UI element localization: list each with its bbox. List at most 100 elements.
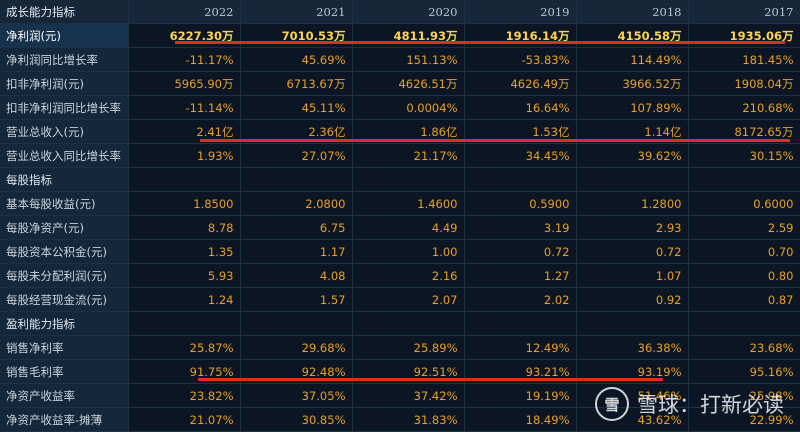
section-title: 每股指标 [0,167,129,192]
value-cell: 1.27 [464,263,577,288]
empty-cell [576,167,689,192]
row-label: 净资产收益率 [0,383,129,408]
value-cell: 37.42% [352,383,465,408]
value-cell: 1.93% [128,143,241,168]
red-underline [198,378,663,381]
value-cell: 6.75 [240,215,353,240]
value-cell: 22.99% [688,407,800,432]
value-cell: 0.72 [576,239,689,264]
value-cell: 43.62% [576,407,689,432]
empty-cell [128,311,241,336]
value-cell: 16.64% [464,95,577,120]
value-cell: 2.59 [688,215,800,240]
value-cell: -53.83% [464,47,577,72]
table-row: 净利润同比增长率 -11.17% 45.69% 151.13% -53.83% 114.4… [0,47,800,72]
value-cell: 4.08 [240,263,353,288]
value-cell: 1.35 [128,239,241,264]
value-cell: 39.62% [576,143,689,168]
table-corner-label: 成长能力指标 [0,0,129,24]
year-header[interactable]: 2019 [464,0,577,24]
value-cell: 21.07% [128,407,241,432]
row-label: 每股未分配利润(元) [0,263,129,288]
section-title: 盈利能力指标 [0,311,129,336]
value-cell: 114.49% [576,47,689,72]
row-label: 销售毛利率 [0,359,129,384]
value-cell: 5.93 [128,263,241,288]
value-cell: 0.70 [688,239,800,264]
value-cell: 34.45% [464,143,577,168]
value-cell: 25.87% [128,335,241,360]
value-cell: 1908.04万 [688,71,800,96]
red-underline [200,139,790,142]
table-row: 营业总收入同比增长率 1.93% 27.07% 21.17% 34.45% 39.62% 3… [0,143,800,168]
value-cell: 36.38% [576,335,689,360]
value-cell: 0.92 [576,287,689,312]
value-cell: 25.89% [352,335,465,360]
watermark-text: 雪球：打新必读 [637,393,784,417]
empty-cell [352,311,465,336]
value-cell: 2.16 [352,263,465,288]
value-cell: 0.72 [464,239,577,264]
value-cell: 30.85% [240,407,353,432]
year-header[interactable]: 2017 [688,0,800,24]
value-cell: 12.49% [464,335,577,360]
section-header-row: 每股指标 [0,167,800,192]
value-cell: 2.0800 [240,191,353,216]
row-label: 净资产收益率-摊薄 [0,407,129,432]
empty-cell [688,311,800,336]
year-header[interactable]: 2022 [128,0,241,24]
table-row: 销售净利率 25.87% 29.68% 25.89% 12.49% 36.38% 23.68… [0,335,800,360]
value-cell: 0.6000 [688,191,800,216]
value-cell: 1.17 [240,239,353,264]
value-cell: 0.0004% [352,95,465,120]
value-cell: 2.93 [576,215,689,240]
empty-cell [688,167,800,192]
table-row: 每股经营现金流(元) 1.24 1.57 2.07 2.02 0.92 0.87 [0,287,800,312]
table-row: 扣非净利润(元) 5965.90万 6713.67万 4626.51万 4626.49万… [0,71,800,96]
value-cell: 0.80 [688,263,800,288]
empty-cell [464,311,577,336]
row-label: 扣非净利润(元) [0,71,129,96]
empty-cell [464,167,577,192]
row-label: 每股净资产(元) [0,215,129,240]
empty-cell [240,311,353,336]
value-cell: 4626.49万 [464,71,577,96]
value-cell: 29.68% [240,335,353,360]
value-cell: 1.8500 [128,191,241,216]
watermark: 雪 雪球：打新必读 [595,387,784,421]
value-cell: 1.00 [352,239,465,264]
value-cell: -11.14% [128,95,241,120]
year-header[interactable]: 2020 [352,0,465,24]
xueqiu-logo-icon: 雪 [595,387,629,421]
value-cell: 1.24 [128,287,241,312]
row-label: 营业总收入(元) [0,119,129,144]
value-cell: -11.17% [128,47,241,72]
value-cell: 21.17% [352,143,465,168]
value-cell: 45.11% [240,95,353,120]
value-cell: 0.87 [688,287,800,312]
red-underline [175,41,785,44]
empty-cell [352,167,465,192]
value-cell: 51.46% [576,383,689,408]
value-cell: 45.69% [240,47,353,72]
value-cell: 4626.51万 [352,71,465,96]
value-cell: 3.19 [464,215,577,240]
table-row: 扣非净利润同比增长率 -11.14% 45.11% 0.0004% 16.64% 107.… [0,95,800,120]
year-header[interactable]: 2021 [240,0,353,24]
table-row: 净资产收益率-摊薄 21.07% 30.85% 31.83% 18.49% 43.62% 2… [0,407,800,432]
empty-cell [128,167,241,192]
value-cell: 8172.65万 [688,119,800,144]
value-cell: 23.68% [688,335,800,360]
row-label: 扣非净利润同比增长率 [0,95,129,120]
value-cell: 37.05% [240,383,353,408]
value-cell: 2.02 [464,287,577,312]
year-header[interactable]: 2018 [576,0,689,24]
row-label: 净利润(元) [0,23,129,48]
table-row: 每股未分配利润(元) 5.93 4.08 2.16 1.27 1.07 0.80 [0,263,800,288]
table-row: 基本每股收益(元) 1.8500 2.0800 1.4600 0.5900 1.2800 0… [0,191,800,216]
value-cell: 107.89% [576,95,689,120]
row-label: 每股资本公积金(元) [0,239,129,264]
value-cell: 2.07 [352,287,465,312]
value-cell: 95.16% [688,359,800,384]
table-row: 每股净资产(元) 8.78 6.75 4.49 3.19 2.93 2.59 [0,215,800,240]
